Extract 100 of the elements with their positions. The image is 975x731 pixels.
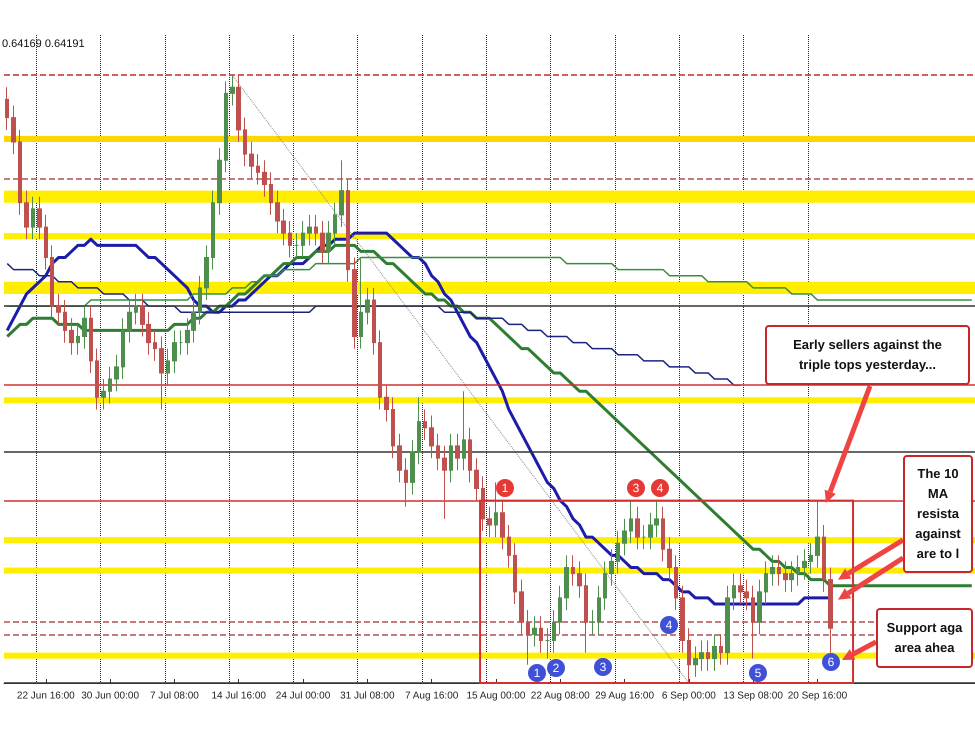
x-tick-label: 7 Aug 16:00 [404, 690, 459, 702]
number-badge: 4 [660, 616, 678, 634]
candlestick [796, 554, 800, 586]
x-tick-label: 24 Jul 00:00 [276, 690, 331, 702]
candlestick [635, 506, 640, 550]
candlestick [230, 74, 235, 106]
candlestick [629, 500, 633, 544]
candlestick [616, 530, 620, 574]
candlestick [262, 160, 267, 198]
x-tick-label: 22 Jun 16:00 [16, 690, 76, 702]
number-badge: 1 [496, 479, 514, 497]
candlestick [56, 293, 61, 325]
x-tick-label: 31 Jul 08:00 [340, 690, 395, 702]
candlestick [359, 256, 363, 350]
candlestick [423, 408, 427, 440]
candlestick [429, 415, 434, 459]
candlestick [326, 220, 331, 264]
candlestick [622, 518, 627, 556]
candlestick [732, 573, 736, 611]
candlestick [584, 573, 588, 654]
candlestick [609, 548, 614, 586]
candlestick [44, 214, 48, 270]
candlestick [288, 220, 292, 258]
candlestick [384, 384, 389, 422]
candlestick [76, 324, 80, 356]
candlestick [590, 610, 595, 635]
candlestick [487, 506, 492, 538]
x-tick-label: 30 Jun 00:00 [81, 690, 140, 702]
candlestick [314, 214, 318, 246]
candlestick [69, 318, 74, 356]
candlestick [198, 275, 202, 325]
candlestick [674, 554, 678, 611]
candlestick [346, 178, 350, 282]
candlestick [236, 74, 241, 142]
number-badge: 3 [594, 658, 612, 676]
number-badge: 3 [627, 479, 645, 497]
candlestick [661, 506, 665, 562]
candlestick [667, 536, 672, 580]
candlestick [404, 458, 408, 508]
candlestick [462, 390, 466, 471]
candlestick [597, 585, 601, 635]
candlestick [764, 560, 768, 604]
candlestick [89, 306, 93, 374]
callout-box: Early sellers against the triple tops yesterday... [765, 325, 970, 385]
candlestick [11, 105, 16, 155]
candlestick [642, 524, 646, 550]
candlestick [127, 300, 132, 344]
x-tick-label: 22 Aug 08:00 [530, 690, 590, 702]
candlestick [31, 196, 35, 240]
candlestick [571, 554, 575, 586]
candlestick [333, 202, 337, 246]
candlestick [770, 554, 775, 586]
candlestick [134, 293, 138, 325]
candlestick [108, 366, 112, 404]
candlestick [294, 232, 299, 258]
candlestick [301, 220, 305, 258]
candlestick [725, 585, 730, 666]
candlestick [365, 287, 370, 325]
number-badge: 5 [749, 664, 767, 682]
candlestick [166, 348, 170, 386]
candlestick [436, 433, 440, 471]
candlestick [577, 560, 582, 598]
candlestick [18, 129, 22, 216]
candlestick [442, 445, 447, 520]
x-tick-label: 13 Sep 08:00 [723, 690, 784, 702]
candlestick [513, 542, 517, 604]
candlestick [712, 634, 717, 672]
candlestick [50, 244, 54, 319]
candlestick [751, 585, 755, 660]
candlestick [545, 628, 550, 660]
x-tick-label: 29 Aug 16:00 [595, 690, 654, 702]
candlestick [249, 141, 254, 179]
candlestick [802, 548, 807, 580]
callout-box: The 10 MA resista against are to l [903, 455, 973, 573]
x-tick-label: 20 Sep 16:00 [788, 690, 848, 702]
candlestick [719, 634, 723, 666]
candlestick [603, 560, 607, 611]
candlestick [204, 244, 209, 301]
candlestick [5, 86, 9, 130]
x-tick-label: 6 Sep 00:00 [662, 690, 716, 702]
candlestick [815, 500, 820, 568]
candlestick [320, 220, 325, 264]
candlestick [564, 554, 569, 611]
candlestick [352, 256, 357, 350]
candlestick [783, 560, 788, 592]
candlestick [494, 482, 498, 538]
candlestick [179, 330, 183, 356]
candlestick [680, 585, 685, 654]
candlestick [307, 214, 312, 246]
candlestick [243, 117, 247, 167]
candlestick [37, 196, 42, 240]
candlestick [121, 318, 125, 380]
candlestick [24, 190, 29, 240]
x-tick-label: 15 Aug 00:00 [466, 690, 526, 702]
number-badge: 1 [528, 664, 546, 682]
candlestick [558, 585, 562, 635]
x-tick-label: 7 Jul 08:00 [150, 690, 200, 702]
candlestick [101, 378, 106, 410]
number-badge: 4 [651, 479, 669, 497]
candlestick [539, 616, 543, 654]
